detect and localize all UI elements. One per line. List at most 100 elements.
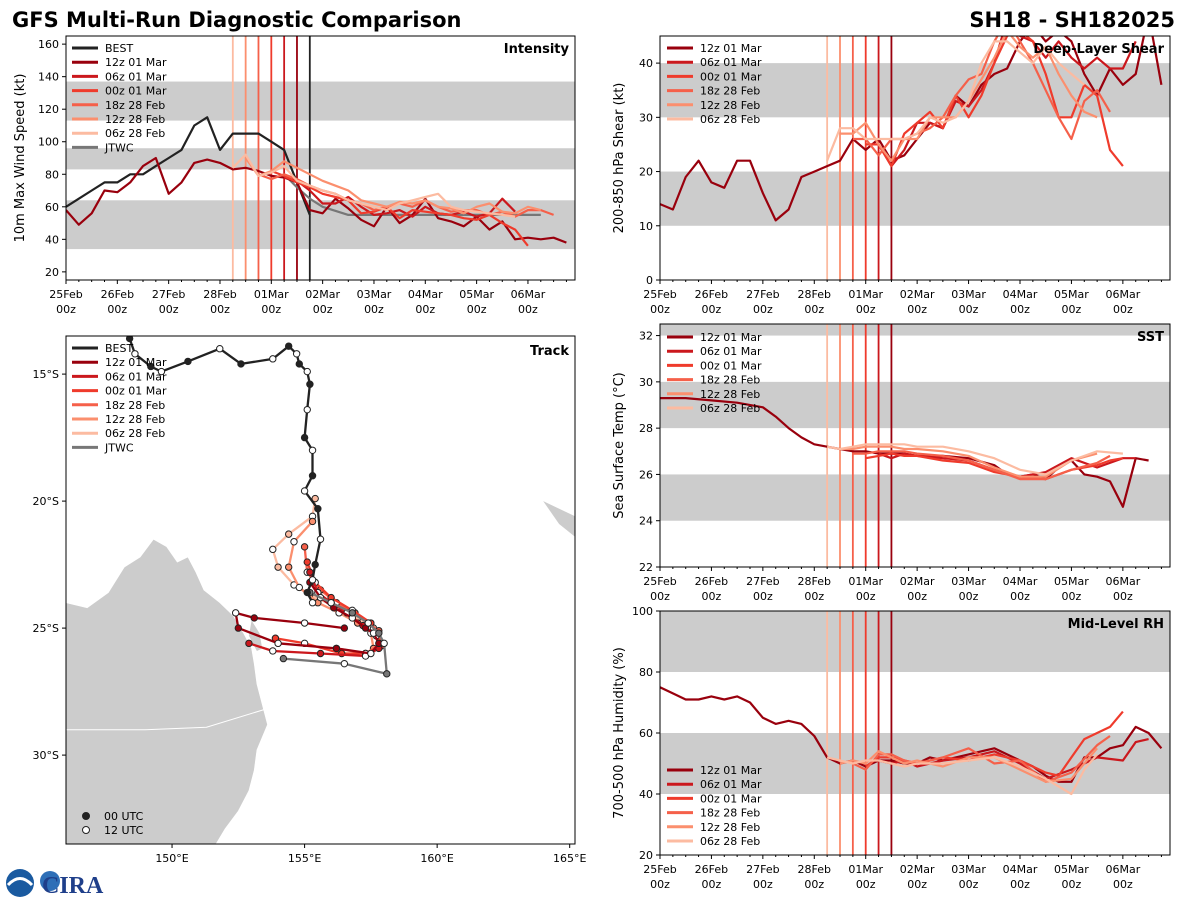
rh-legend-label-5: 06z 28 Feb xyxy=(700,835,760,848)
intensity-series-06z-28-feb xyxy=(232,153,516,218)
track-ytick-label: 30°S xyxy=(33,749,59,762)
intensity-series-12z-28-feb xyxy=(244,157,542,215)
intensity-xtick-hour: 00z xyxy=(159,303,179,316)
track-point-12z-01-mar xyxy=(340,624,349,632)
track-line-best xyxy=(128,338,322,604)
intensity-series-12z-01-mar xyxy=(66,156,567,244)
shear-xtick-date: 06Mar xyxy=(1105,288,1140,301)
intensity-legend-label-0: BEST xyxy=(105,42,133,55)
track-legend-label-1: 12z 01 Mar xyxy=(105,356,167,369)
track-point-jtwc xyxy=(380,639,388,648)
shear-band-0 xyxy=(660,171,1170,226)
track-point-06z-01-mar xyxy=(245,639,253,648)
sst-xtick-date: 28Feb xyxy=(798,575,831,588)
shear-xtick-date: 27Feb xyxy=(746,288,779,301)
rh-xtick-date: 27Feb xyxy=(746,863,779,876)
track-point-jtwc xyxy=(327,599,335,607)
intensity-legend-label-6: 06z 28 Feb xyxy=(105,127,165,140)
sst-xtick-date: 27Feb xyxy=(746,575,779,588)
sst-legend-label-2: 00z 01 Mar xyxy=(700,359,762,372)
intensity-ytick-label: 20 xyxy=(45,266,59,279)
rh-xtick-date: 03Mar xyxy=(951,863,986,876)
shear-chart: 0 10 20 30 40 25Feb 00z 26Feb 00z 27Feb 00z 28Feb 00… xyxy=(612,35,1171,316)
intensity-series-06z-01-mar xyxy=(283,176,516,218)
track-point-06z-28-feb xyxy=(284,530,293,538)
intensity-ytick-label: 160 xyxy=(38,38,59,51)
rh-legend-label-2: 00z 01 Mar xyxy=(700,792,762,805)
track-point-best xyxy=(237,360,245,368)
intensity-legend-label-3: 00z 01 Mar xyxy=(105,85,167,98)
rh-ytick-label: 80 xyxy=(639,666,653,679)
rh-xtick-hour: 00z xyxy=(1062,878,1082,891)
sst-xtick-hour: 00z xyxy=(804,590,824,603)
sst-plot-area xyxy=(660,324,1170,567)
sst-xtick-hour: 00z xyxy=(856,590,876,603)
track-point-12z-01-mar xyxy=(332,644,341,653)
track-point-best xyxy=(308,599,317,607)
shear-series-06z-01-mar xyxy=(877,36,1137,168)
shear-legend-label-4: 12z 28 Feb xyxy=(700,99,760,112)
sst-legend-label-3: 18z 28 Feb xyxy=(700,374,760,387)
shear-frame xyxy=(659,35,1171,281)
rh-xtick-hour: 00z xyxy=(753,878,773,891)
sst-xtick-date: 06Mar xyxy=(1105,575,1140,588)
charts-container: 2040608010012014016025Feb00z26Feb00z27Fe… xyxy=(13,35,1171,891)
rh-xtick-hour: 00z xyxy=(907,878,927,891)
shear-xtick-hour: 00z xyxy=(650,303,670,316)
track-point-best xyxy=(300,487,309,495)
rh-legend-label-3: 18z 28 Feb xyxy=(700,807,760,820)
sst-xtick-date: 03Mar xyxy=(951,575,986,588)
track-point-12z-28-feb xyxy=(295,583,303,592)
intensity-xtick-hour: 00z xyxy=(313,303,333,316)
sst-xtick-hour: 00z xyxy=(753,590,773,603)
track-point-best xyxy=(284,342,293,350)
rh-xtick-date: 04Mar xyxy=(1003,863,1038,876)
sst-series-18z-28-feb xyxy=(852,450,1111,481)
sst-xtick-hour: 00z xyxy=(702,590,722,603)
shear-ytick-label: 10 xyxy=(639,220,653,233)
rh-chart: 20 40 60 80 100 25Feb 00z 26Feb 00z 27Feb 00z 28Feb… xyxy=(612,605,1171,891)
rh-ytick-label: 100 xyxy=(632,605,653,618)
shear-series-12z-01-mar xyxy=(660,36,1163,222)
shear-band-1 xyxy=(660,63,1170,118)
track-point-best xyxy=(295,360,303,368)
intensity-legend-label-1: 12z 01 Mar xyxy=(105,56,167,69)
intensity-xtick-date: 01Mar xyxy=(254,288,289,301)
intensity-xtick-hour: 00z xyxy=(56,303,76,316)
track-point-best xyxy=(306,380,314,388)
rh-xtick-hour: 00z xyxy=(1010,878,1030,891)
rh-xtick-date: 28Feb xyxy=(798,863,831,876)
track-legend-label-4: 18z 28 Feb xyxy=(105,399,165,412)
sst-ytick-label: 26 xyxy=(639,468,653,481)
intensity-ytick-label: 60 xyxy=(45,201,59,214)
track-point-best xyxy=(314,505,322,513)
rh-ytick-label: 20 xyxy=(639,849,653,862)
track-point-best xyxy=(300,433,309,442)
rh-xtick-date: 01Mar xyxy=(848,863,883,876)
sst-legend-label-4: 12z 28 Feb xyxy=(700,388,760,401)
track-point-06z-28-feb xyxy=(269,545,277,554)
rh-series-06z-28-feb xyxy=(826,753,1098,796)
shear-xtick-hour: 00z xyxy=(1062,303,1082,316)
shear-title: Deep-Layer Shear xyxy=(1033,42,1164,57)
track-point-best xyxy=(311,560,319,569)
track-point-jtwc xyxy=(348,609,357,617)
sst-legend-label-1: 06z 01 Mar xyxy=(700,345,762,358)
sst-xtick-date: 05Mar xyxy=(1054,575,1089,588)
shear-xtick-date: 05Mar xyxy=(1054,288,1089,301)
intensity-xtick-date: 03Mar xyxy=(357,288,392,301)
intensity-xtick-hour: 00z xyxy=(107,303,127,316)
rh-band-1 xyxy=(660,611,1170,672)
track-point-12z-01-mar xyxy=(300,619,309,627)
track-point-best xyxy=(308,472,317,480)
rh-series-18z-28-feb xyxy=(852,735,1111,783)
rh-ytick-label: 60 xyxy=(639,727,653,740)
intensity-legend-label-4: 18z 28 Feb xyxy=(105,99,165,112)
shear-ytick-label: 30 xyxy=(639,111,653,124)
track-point-06z-28-feb xyxy=(311,494,319,503)
intensity-xtick-date: 06Mar xyxy=(511,288,546,301)
intensity-xtick-date: 27Feb xyxy=(152,288,185,301)
track-point-best xyxy=(303,367,311,376)
track-point-jtwc xyxy=(340,659,349,668)
